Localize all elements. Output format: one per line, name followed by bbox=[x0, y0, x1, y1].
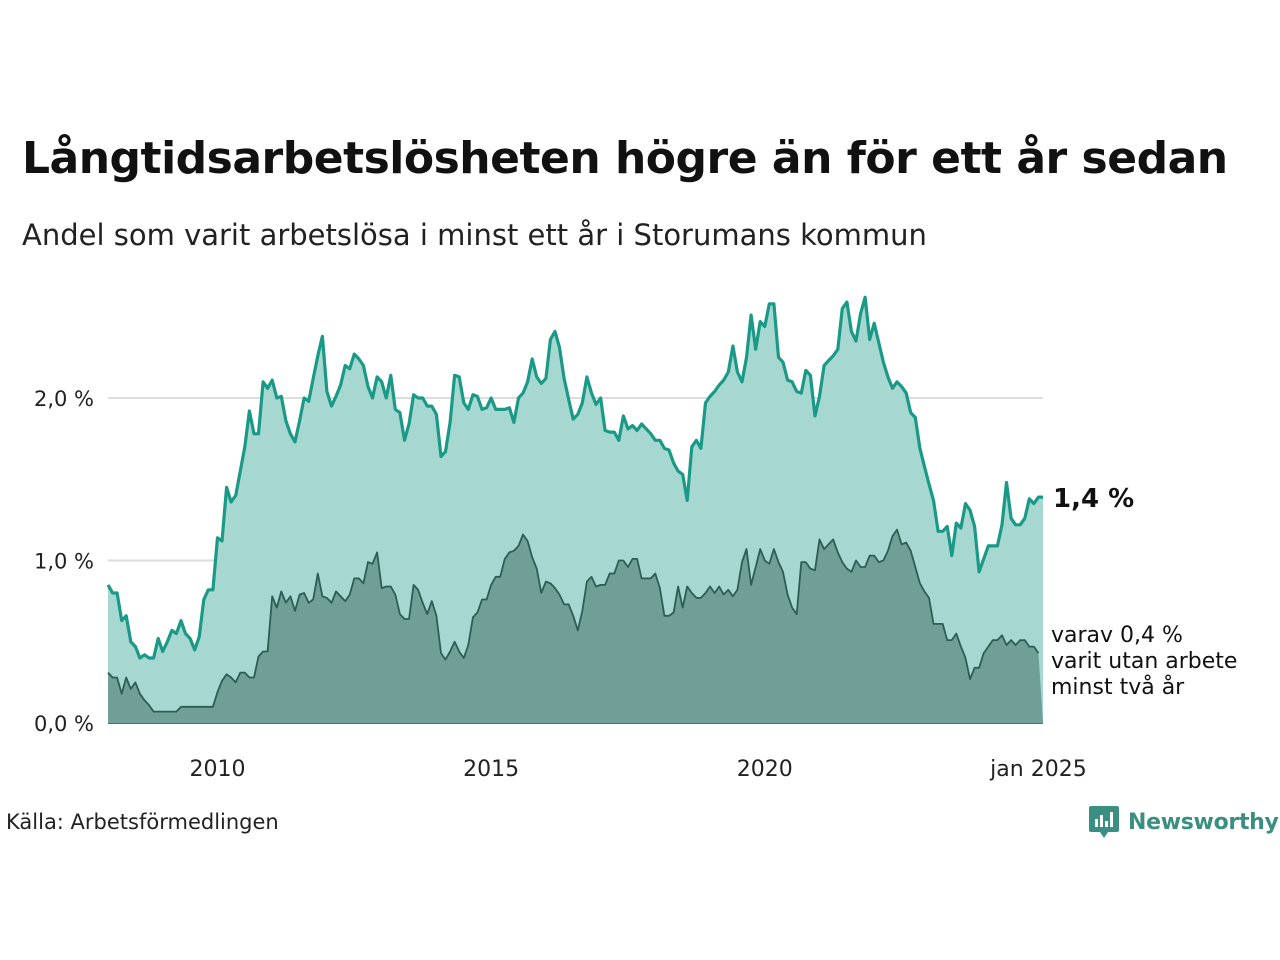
y-tick-label: 1,0 % bbox=[34, 550, 94, 574]
x-tick-label: 2015 bbox=[463, 757, 519, 782]
total-end-label: 1,4 % bbox=[1053, 484, 1134, 514]
chart-subtitle: Andel som varit arbetslösa i minst ett å… bbox=[22, 218, 927, 252]
source-note: Källa: Arbetsförmedlingen bbox=[6, 810, 279, 834]
chart-title: Långtidsarbetslösheten högre än för ett … bbox=[22, 133, 1228, 184]
newsworthy-brand[interactable]: Newsworthy bbox=[1088, 804, 1279, 840]
axis-labels: 0,0 % 1,0 % 2,0 % 2010 2015 2020 jan 2025 bbox=[34, 387, 1087, 782]
brand-name: Newsworthy bbox=[1128, 809, 1279, 835]
newsworthy-logo-icon bbox=[1089, 806, 1119, 838]
x-tick-label: jan 2025 bbox=[989, 757, 1087, 782]
total-line bbox=[106, 295, 1043, 660]
subset-end-label-line: varav 0,4 % bbox=[1051, 623, 1183, 648]
subset-area bbox=[108, 529, 1043, 723]
subset-end-label-line: varit utan arbete bbox=[1051, 649, 1237, 674]
area-series bbox=[106, 295, 1043, 723]
subset-end-label-line: minst två år bbox=[1051, 674, 1185, 700]
y-tick-label: 2,0 % bbox=[34, 387, 94, 411]
x-tick-label: 2020 bbox=[737, 757, 793, 782]
y-tick-label: 0,0 % bbox=[34, 712, 94, 736]
x-tick-label: 2010 bbox=[189, 757, 245, 782]
subset-line bbox=[107, 528, 1040, 713]
